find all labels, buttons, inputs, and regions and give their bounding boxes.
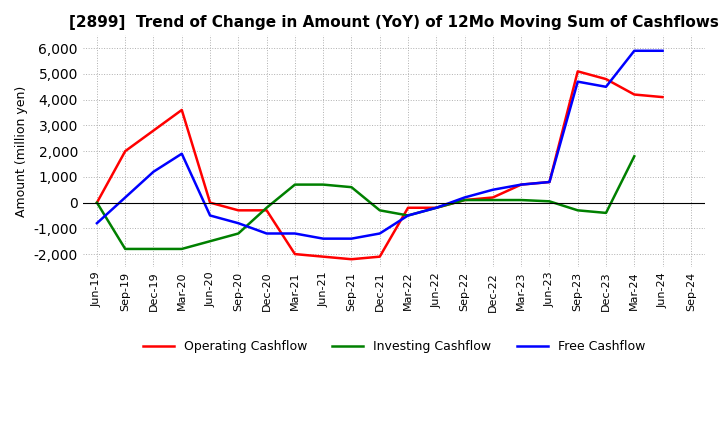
Free Cashflow: [319, 236, 328, 241]
Investing Cashflow: [630, 154, 639, 159]
Investing Cashflow: [291, 182, 300, 187]
Free Cashflow: [149, 169, 158, 174]
Free Cashflow: [121, 195, 130, 200]
Free Cashflow: [291, 231, 300, 236]
Free Cashflow: [658, 48, 667, 53]
Free Cashflow: [262, 231, 271, 236]
Investing Cashflow: [149, 246, 158, 252]
Title: [2899]  Trend of Change in Amount (YoY) of 12Mo Moving Sum of Cashflows: [2899] Trend of Change in Amount (YoY) o…: [69, 15, 719, 30]
Line: Operating Cashflow: Operating Cashflow: [97, 71, 662, 259]
Investing Cashflow: [404, 213, 413, 218]
Free Cashflow: [602, 84, 611, 89]
Operating Cashflow: [658, 95, 667, 100]
Free Cashflow: [460, 195, 469, 200]
Operating Cashflow: [234, 208, 243, 213]
Operating Cashflow: [517, 182, 526, 187]
Operating Cashflow: [93, 200, 102, 205]
Free Cashflow: [545, 180, 554, 185]
Operating Cashflow: [545, 180, 554, 185]
Free Cashflow: [206, 213, 215, 218]
Line: Free Cashflow: Free Cashflow: [97, 51, 662, 238]
Investing Cashflow: [206, 238, 215, 244]
Operating Cashflow: [602, 77, 611, 82]
Operating Cashflow: [319, 254, 328, 259]
Operating Cashflow: [630, 92, 639, 97]
Investing Cashflow: [489, 198, 498, 203]
Investing Cashflow: [121, 246, 130, 252]
Investing Cashflow: [602, 210, 611, 216]
Operating Cashflow: [460, 198, 469, 203]
Investing Cashflow: [460, 198, 469, 203]
Operating Cashflow: [375, 254, 384, 259]
Free Cashflow: [517, 182, 526, 187]
Line: Investing Cashflow: Investing Cashflow: [97, 156, 634, 249]
Operating Cashflow: [489, 195, 498, 200]
Investing Cashflow: [347, 184, 356, 190]
Y-axis label: Amount (million yen): Amount (million yen): [15, 85, 28, 217]
Investing Cashflow: [319, 182, 328, 187]
Operating Cashflow: [121, 149, 130, 154]
Investing Cashflow: [573, 208, 582, 213]
Free Cashflow: [489, 187, 498, 192]
Free Cashflow: [573, 79, 582, 84]
Free Cashflow: [404, 213, 413, 218]
Operating Cashflow: [177, 107, 186, 113]
Investing Cashflow: [375, 208, 384, 213]
Investing Cashflow: [177, 246, 186, 252]
Operating Cashflow: [149, 128, 158, 133]
Operating Cashflow: [262, 208, 271, 213]
Operating Cashflow: [573, 69, 582, 74]
Investing Cashflow: [432, 205, 441, 210]
Free Cashflow: [375, 231, 384, 236]
Free Cashflow: [347, 236, 356, 241]
Operating Cashflow: [206, 200, 215, 205]
Investing Cashflow: [93, 200, 102, 205]
Free Cashflow: [177, 151, 186, 156]
Free Cashflow: [432, 205, 441, 210]
Legend: Operating Cashflow, Investing Cashflow, Free Cashflow: Operating Cashflow, Investing Cashflow, …: [138, 335, 650, 358]
Free Cashflow: [234, 220, 243, 226]
Operating Cashflow: [347, 257, 356, 262]
Investing Cashflow: [517, 198, 526, 203]
Operating Cashflow: [404, 205, 413, 210]
Investing Cashflow: [545, 199, 554, 204]
Investing Cashflow: [234, 231, 243, 236]
Investing Cashflow: [262, 205, 271, 210]
Operating Cashflow: [432, 205, 441, 210]
Free Cashflow: [93, 220, 102, 226]
Operating Cashflow: [291, 251, 300, 257]
Free Cashflow: [630, 48, 639, 53]
